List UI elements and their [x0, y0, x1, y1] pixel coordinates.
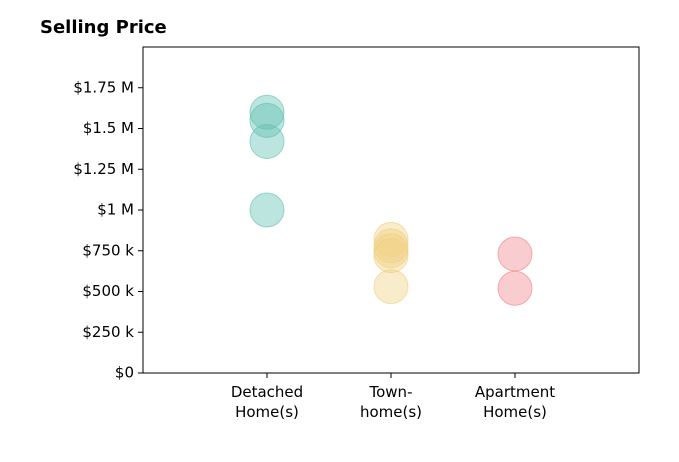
y-tick-label: $1.75 M: [73, 78, 134, 96]
y-tick-label: $1.5 M: [83, 119, 134, 137]
point: [249, 102, 285, 138]
point: [373, 233, 409, 269]
point: [249, 124, 285, 160]
point: [497, 270, 533, 306]
point: [249, 192, 285, 228]
point: [373, 238, 409, 274]
y-tick-label: $500 k: [82, 282, 134, 300]
y-tick-label: $250 k: [82, 323, 134, 341]
point: [373, 269, 409, 305]
y-tick-label: $750 k: [82, 241, 134, 259]
point: [373, 228, 409, 264]
chart-title: Selling Price: [40, 17, 167, 38]
x-tick-label: Town- home(s): [359, 383, 423, 421]
point: [249, 94, 285, 130]
y-tick-label: $1 M: [97, 201, 134, 219]
y-tick-label: $1.25 M: [73, 160, 134, 178]
x-tick-label: Apartment Home(s): [474, 383, 556, 421]
plot-frame: [142, 46, 640, 374]
x-tick-label: Detached Home(s): [230, 383, 304, 421]
y-tick-label: $0: [115, 364, 134, 382]
point: [497, 236, 533, 272]
